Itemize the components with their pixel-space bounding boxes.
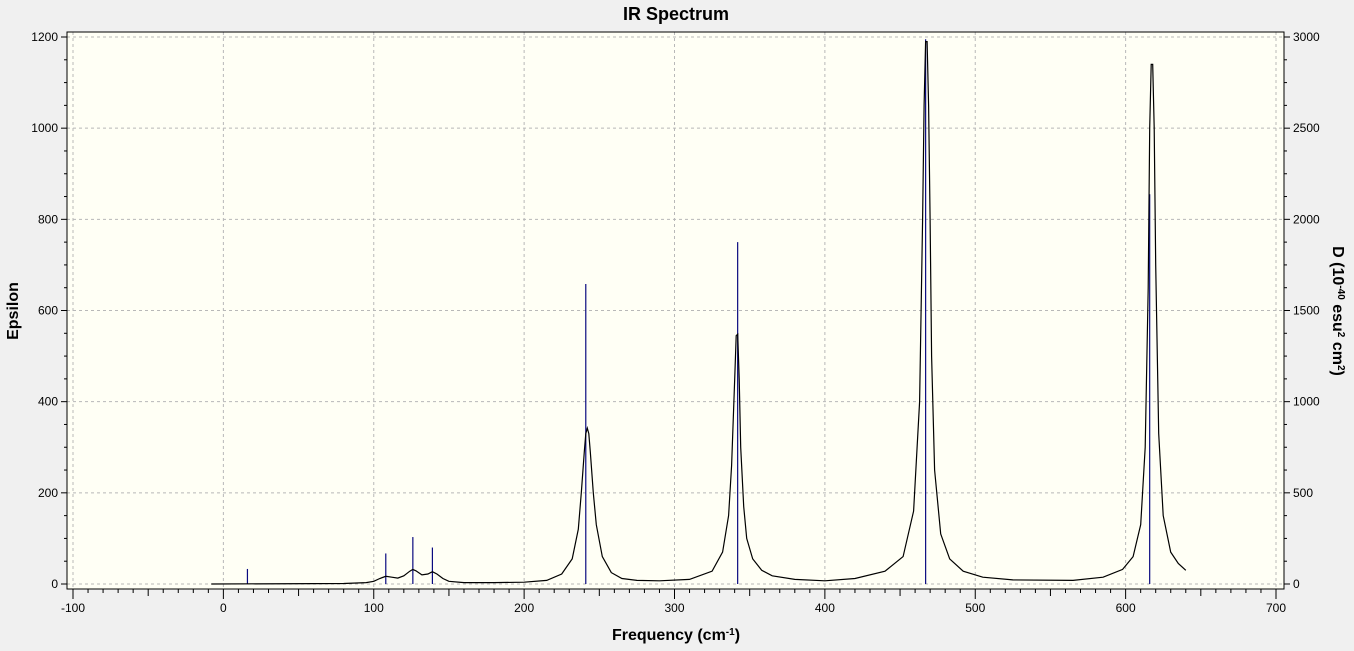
x-axis-label-text: Frequency bbox=[612, 627, 693, 644]
grid-lines bbox=[67, 32, 1284, 589]
y-left-tick-label: 800 bbox=[38, 212, 58, 226]
y-right-tick-label: 3000 bbox=[1293, 30, 1320, 44]
y-axis-right-label: D (10-40 esu2 cm2) bbox=[1329, 246, 1347, 376]
y-right-tick-label: 1500 bbox=[1293, 304, 1320, 318]
x-tick-label: 700 bbox=[1266, 601, 1286, 615]
axis-ticks bbox=[61, 36, 1290, 599]
x-tick-label: 600 bbox=[1116, 601, 1136, 615]
y-left-tick-label: 1200 bbox=[31, 30, 58, 44]
y-left-tick-label: 400 bbox=[38, 395, 58, 409]
y-right-tick-label: 0 bbox=[1293, 577, 1300, 591]
spectrum-curve bbox=[211, 41, 1187, 585]
y-axis-left-label: Epsilon bbox=[5, 282, 22, 340]
y-left-tick-label: 0 bbox=[51, 577, 58, 591]
x-tick-label: 200 bbox=[514, 601, 534, 615]
y-right-tick-label: 2000 bbox=[1293, 212, 1320, 226]
y-left-tick-label: 1000 bbox=[31, 121, 58, 135]
x-axis-label: Frequency (cm-1) bbox=[612, 627, 740, 645]
y-left-tick-label: 200 bbox=[38, 486, 58, 500]
chart-title: IR Spectrum bbox=[623, 4, 729, 24]
y-right-tick-label: 2500 bbox=[1293, 121, 1320, 135]
x-axis-unit-exponent: -1 bbox=[726, 627, 735, 638]
x-tick-label: 500 bbox=[965, 601, 985, 615]
y-right-tick-label: 1000 bbox=[1293, 395, 1320, 409]
x-tick-label: 100 bbox=[364, 601, 384, 615]
x-tick-label: -100 bbox=[61, 601, 85, 615]
x-tick-label: 300 bbox=[664, 601, 684, 615]
y-left-tick-label: 600 bbox=[38, 304, 58, 318]
x-axis-unit-base: cm bbox=[703, 627, 726, 644]
x-tick-label: 0 bbox=[220, 601, 227, 615]
y-right-tick-label: 500 bbox=[1293, 486, 1313, 500]
x-tick-label: 400 bbox=[815, 601, 835, 615]
